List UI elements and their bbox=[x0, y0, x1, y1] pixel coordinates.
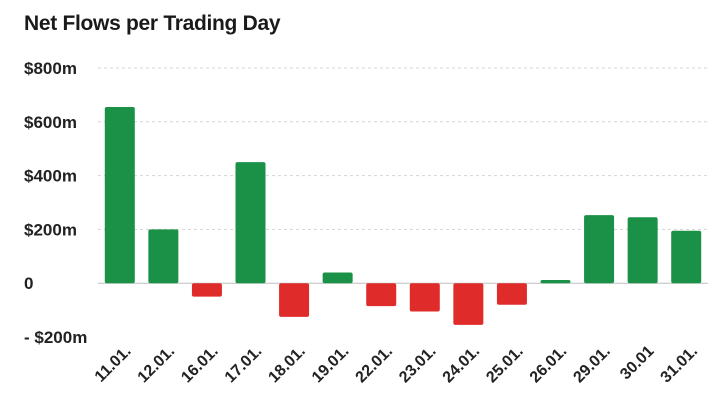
x-tick-label: 18.01. bbox=[265, 343, 308, 386]
bar-24-01 bbox=[453, 283, 484, 325]
x-tick-label: 16.01. bbox=[178, 343, 221, 386]
y-tick-label: - $200m bbox=[24, 328, 87, 347]
bar-17-01 bbox=[235, 162, 266, 284]
x-tick-label: 30.01 bbox=[617, 343, 657, 383]
bar-12-01 bbox=[148, 229, 179, 284]
y-tick-label: 0 bbox=[24, 274, 33, 293]
y-tick-label: $600m bbox=[24, 113, 77, 132]
bar-30-01 bbox=[627, 217, 658, 284]
bar-11-01 bbox=[104, 107, 135, 284]
x-tick-label: 22.01. bbox=[353, 343, 396, 386]
bar-29-01 bbox=[584, 215, 615, 284]
bar-22-01 bbox=[366, 283, 397, 307]
bar-23-01 bbox=[409, 283, 440, 312]
bar-26-01 bbox=[540, 279, 571, 284]
x-tick-label: 25.01. bbox=[483, 343, 526, 386]
x-tick-label: 19.01. bbox=[309, 343, 352, 386]
y-axis-ticks: $800m $600m $400m $200m 0 - $200m bbox=[24, 59, 87, 347]
x-tick-label: 11.01. bbox=[92, 343, 135, 386]
x-tick-label: 26.01. bbox=[527, 343, 570, 386]
x-tick-label: 12.01. bbox=[135, 343, 178, 386]
x-tick-label: 31.01. bbox=[658, 343, 701, 386]
bars bbox=[104, 107, 702, 325]
grid-lines bbox=[98, 67, 708, 284]
y-tick-label: $200m bbox=[24, 220, 77, 239]
x-tick-label: 29.01. bbox=[570, 343, 613, 386]
x-tick-label: 17.01. bbox=[222, 343, 265, 386]
bar-18-01 bbox=[279, 283, 310, 317]
chart-title: Net Flows per Trading Day bbox=[24, 12, 281, 35]
y-tick-label: $400m bbox=[24, 167, 77, 186]
x-tick-label: 23.01. bbox=[396, 343, 439, 386]
y-tick-label: $800m bbox=[24, 59, 77, 78]
x-axis-ticks: 11.01. 12.01. 16.01. 17.01. 18.01. 19.01. 22.0… bbox=[92, 343, 701, 387]
bar-16-01 bbox=[191, 283, 222, 297]
x-tick-label: 24.01. bbox=[440, 343, 483, 386]
bar-31-01 bbox=[671, 230, 702, 284]
bar-19-01 bbox=[322, 272, 353, 284]
bar-25-01 bbox=[496, 283, 527, 305]
